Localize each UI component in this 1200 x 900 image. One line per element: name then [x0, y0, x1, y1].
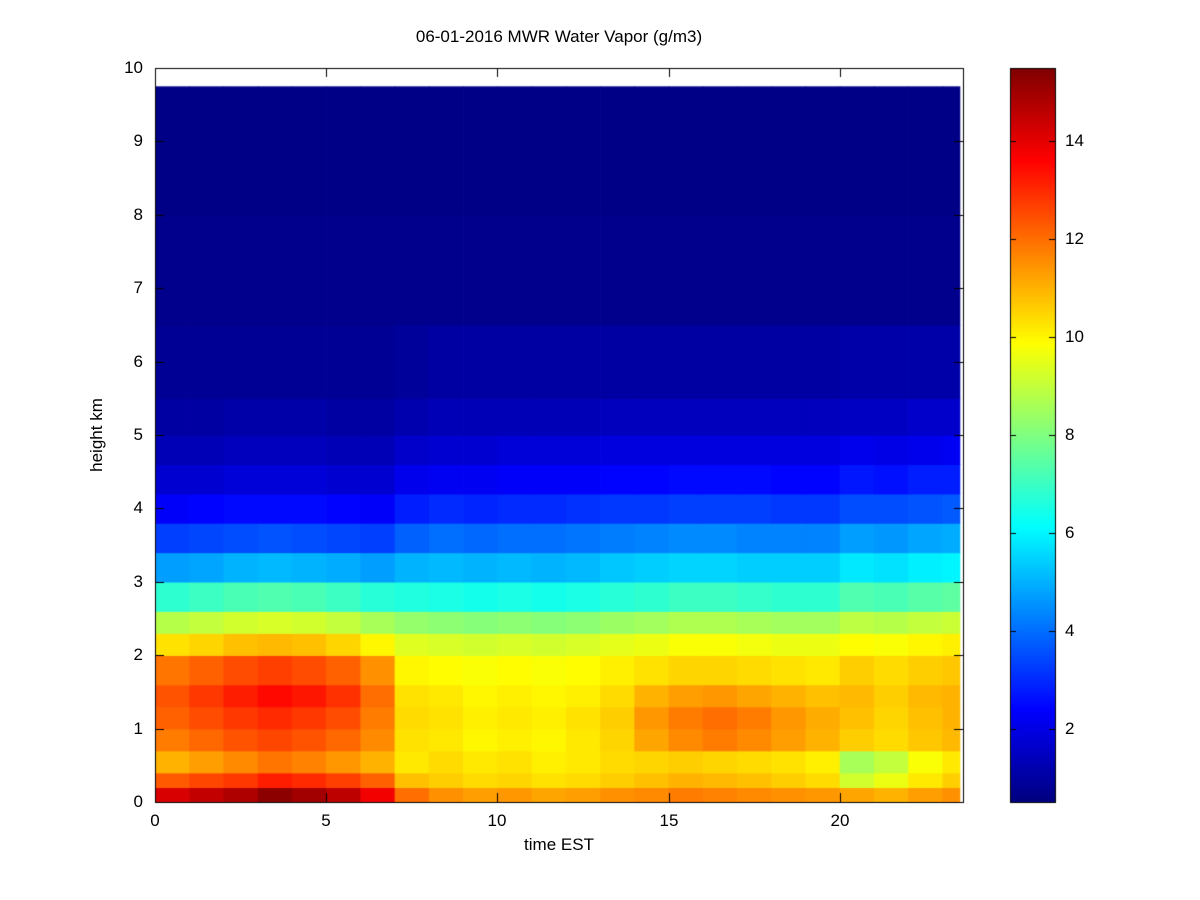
colorbar-tick-label: 10: [1065, 327, 1084, 346]
x-axis-label: time EST: [524, 835, 594, 854]
y-tick-label: 6: [133, 352, 143, 371]
chart-title: 06-01-2016 MWR Water Vapor (g/m3): [415, 27, 703, 46]
y-tick-label: 3: [133, 572, 143, 591]
colorbar-tick-label: 8: [1065, 425, 1075, 444]
y-tick-label: 8: [133, 205, 143, 224]
colorbar-tick-label: 6: [1065, 523, 1075, 542]
x-tick-label: 10: [487, 811, 507, 830]
y-tick-label: 5: [133, 425, 143, 444]
colorbar-tick-label: 2: [1065, 719, 1075, 738]
y-tick-label: 2: [133, 645, 143, 664]
y-tick-label: 4: [133, 498, 143, 517]
x-tick-label: 15: [659, 811, 679, 830]
y-tick-label: 10: [124, 58, 143, 77]
colorbar-tick-label: 12: [1065, 229, 1084, 248]
colorbar-tick-label: 14: [1065, 131, 1084, 150]
y-tick-label: 9: [133, 131, 143, 150]
y-tick-label: 1: [133, 719, 143, 738]
x-tick-label: 20: [830, 811, 850, 830]
y-tick-label: 7: [133, 278, 143, 297]
x-tick-label: 0: [150, 811, 160, 830]
colorbar-tick-label: 4: [1065, 621, 1075, 640]
x-tick-label: 5: [321, 811, 331, 830]
y-tick-label: 0: [133, 792, 143, 811]
